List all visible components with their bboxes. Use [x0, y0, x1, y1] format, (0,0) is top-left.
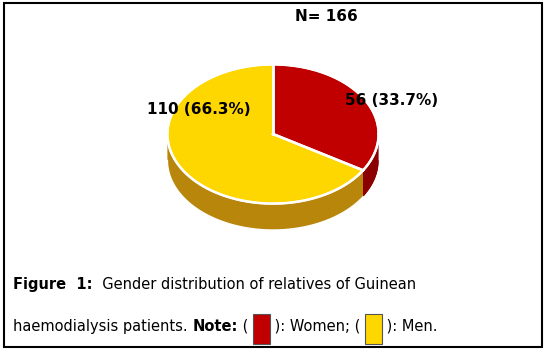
Polygon shape — [273, 64, 378, 170]
Polygon shape — [363, 134, 378, 197]
Text: 110 (66.3%): 110 (66.3%) — [147, 103, 251, 118]
Text: Note:: Note: — [193, 319, 238, 334]
Polygon shape — [273, 160, 378, 197]
Polygon shape — [168, 134, 363, 230]
Text: (: ( — [238, 319, 253, 334]
Polygon shape — [168, 64, 363, 204]
Text: Figure  1:: Figure 1: — [14, 277, 93, 292]
Bar — [253, 314, 270, 344]
Polygon shape — [168, 160, 363, 230]
Text: 56 (33.7%): 56 (33.7%) — [345, 93, 438, 108]
Text: ): Women; (: ): Women; ( — [270, 319, 365, 334]
Text: Gender distribution of relatives of Guinean: Gender distribution of relatives of Guin… — [93, 277, 416, 292]
Bar — [365, 314, 382, 344]
Text: N= 166: N= 166 — [295, 9, 357, 23]
Text: ): Men.: ): Men. — [382, 319, 437, 334]
Text: haemodialysis patients.: haemodialysis patients. — [14, 319, 193, 334]
